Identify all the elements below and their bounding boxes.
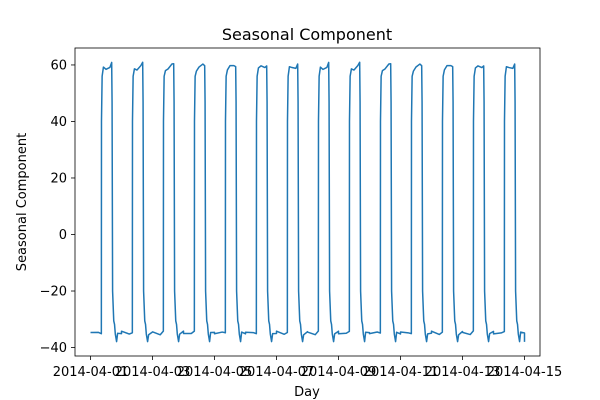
x-axis-label: Day bbox=[294, 385, 320, 400]
x-tick-label: 2014-04-11 bbox=[363, 365, 439, 380]
x-tick-label: 2014-04-13 bbox=[425, 365, 501, 380]
plot-area bbox=[90, 61, 526, 343]
x-tick-label: 2014-04-01 bbox=[53, 365, 129, 380]
y-axis: 60 40 20 0 −20 −40 bbox=[40, 58, 75, 356]
y-tick-label: 0 bbox=[59, 228, 67, 243]
y-axis-label: Seasonal Component bbox=[15, 133, 30, 271]
chart-title: Seasonal Component bbox=[222, 25, 392, 44]
x-tick-label: 2014-04-09 bbox=[301, 365, 377, 380]
y-tick-label: −20 bbox=[40, 285, 67, 300]
x-tick-label: 2014-04-15 bbox=[487, 365, 563, 380]
x-tick-label: 2014-04-07 bbox=[239, 365, 315, 380]
x-tick-label: 2014-04-05 bbox=[177, 365, 253, 380]
y-tick-label: 20 bbox=[50, 171, 67, 186]
x-tick-label: 2014-04-03 bbox=[115, 365, 191, 380]
x-axis: 2014-04-012014-04-032014-04-052014-04-07… bbox=[53, 356, 563, 380]
series-line bbox=[90, 61, 526, 343]
y-tick-label: 40 bbox=[50, 115, 67, 130]
y-tick-label: 60 bbox=[50, 58, 67, 73]
y-tick-label: −40 bbox=[40, 341, 67, 356]
plot-frame bbox=[74, 47, 541, 357]
